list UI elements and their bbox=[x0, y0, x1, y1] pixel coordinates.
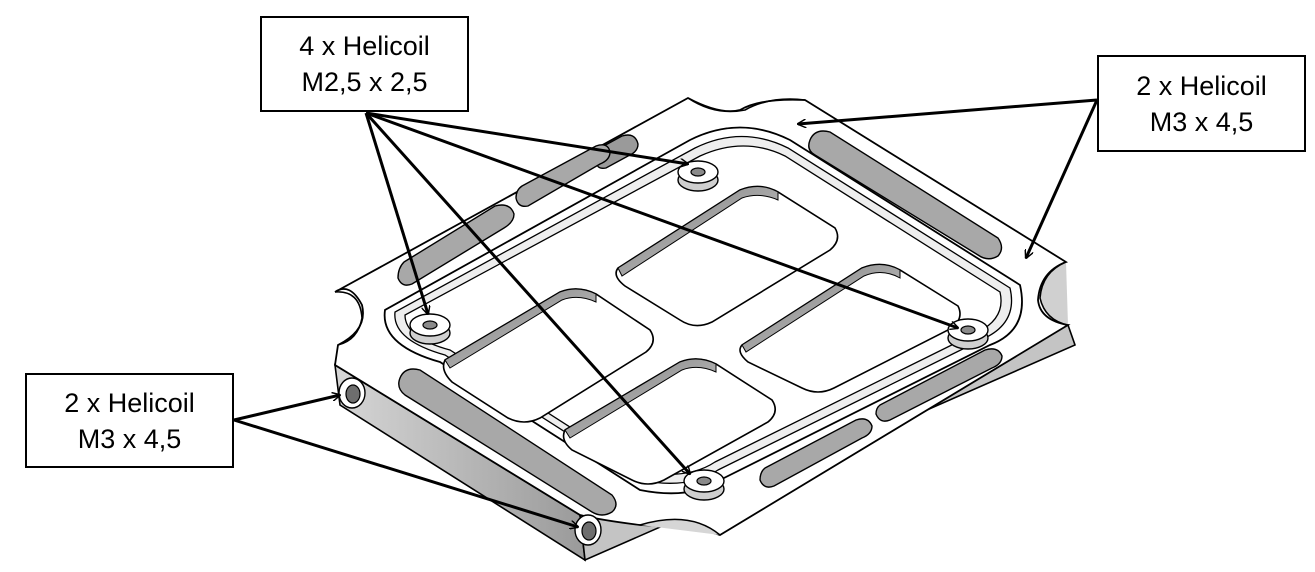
boss-bottom bbox=[683, 469, 725, 501]
corner-notches bbox=[334, 97, 1069, 536]
callout-helicoil-m3-left-line1: 2 x Helicoil bbox=[64, 387, 195, 418]
side-hole-lower bbox=[574, 514, 602, 546]
m3-side-holes bbox=[338, 377, 602, 546]
boss-top bbox=[677, 160, 719, 192]
callout-helicoil-m3-right-line2: M3 x 4,5 bbox=[1149, 106, 1254, 137]
callout-helicoil-m25-line2: M2,5 x 2,5 bbox=[301, 67, 428, 97]
arrow-m25-to-right-boss bbox=[365, 111, 958, 328]
through-pockets bbox=[442, 185, 961, 485]
slot-front-right-2 bbox=[759, 418, 873, 488]
boss-right bbox=[947, 318, 989, 350]
right-corner-notch bbox=[1039, 261, 1069, 326]
boss-left bbox=[409, 313, 451, 345]
callout-helicoil-m3-right: 2 x Helicoil M3 x 4,5 bbox=[1097, 55, 1306, 152]
arrow-right-to-top-corner bbox=[798, 98, 1098, 124]
slot-left-1 bbox=[397, 204, 515, 286]
arrow-m25-to-left-boss bbox=[364, 112, 428, 314]
callout-helicoil-m3-left-line2: M3 x 4,5 bbox=[77, 423, 182, 454]
pocket-right-wall bbox=[741, 264, 901, 353]
callout-helicoil-m25: 4 x Helicoil M2,5 x 2,5 bbox=[260, 16, 469, 112]
slot-top-right bbox=[808, 130, 1003, 260]
leader-arrows bbox=[233, 98, 1099, 527]
callout-helicoil-m3-left: 2 x Helicoil M3 x 4,5 bbox=[25, 373, 234, 468]
side-hole-upper bbox=[338, 377, 366, 409]
pocket-bottom-wall bbox=[564, 358, 717, 439]
callout-helicoil-m25-line1: 4 x Helicoil bbox=[299, 31, 430, 61]
bottom-corner-notch bbox=[639, 518, 721, 536]
pocket-left-wall bbox=[444, 288, 597, 369]
arrow-m25-to-bottom-boss bbox=[364, 111, 690, 474]
slot-top-left-2 bbox=[515, 144, 611, 208]
top-corner-notch bbox=[687, 97, 806, 113]
rim-slots bbox=[397, 130, 1003, 516]
arrow-left-to-upper-hole bbox=[233, 395, 340, 422]
arrow-m25-to-top-boss bbox=[365, 111, 688, 164]
arrow-left-to-lower-hole bbox=[233, 418, 578, 527]
slot-front-right-1 bbox=[875, 348, 1003, 422]
arrow-right-to-right-corner bbox=[1026, 99, 1099, 258]
slot-front-left bbox=[398, 368, 617, 516]
pocket-top-wall bbox=[617, 186, 779, 277]
left-corner-notch bbox=[334, 291, 363, 346]
callout-helicoil-m3-right-line1: 2 x Helicoil bbox=[1136, 70, 1267, 101]
